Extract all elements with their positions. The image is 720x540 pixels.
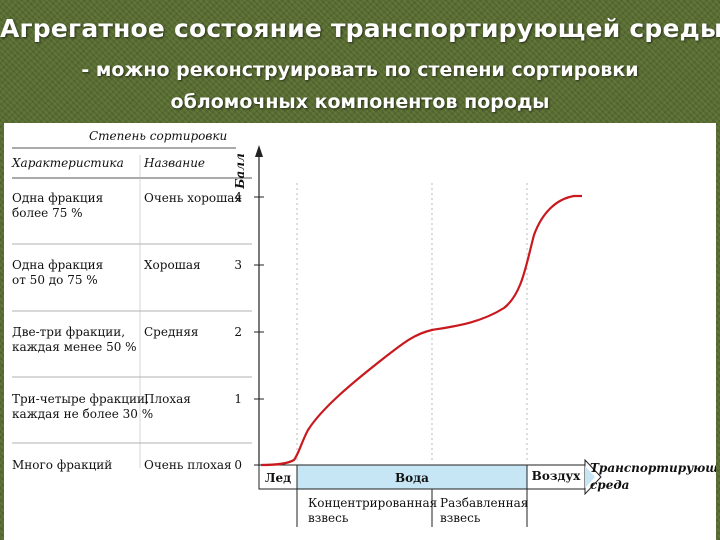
score-label: 2 [234, 325, 242, 339]
column-header-characteristic: Характеристика [11, 156, 124, 170]
row-name: Плохая [144, 392, 191, 406]
table-row: Две-три фракции, каждая менее 50 % Средн… [12, 325, 199, 354]
slide-subtitle: - можно реконструировать по степени сорт… [0, 54, 720, 118]
score-label: 3 [234, 258, 242, 272]
diagram-panel: Степень сортировки Характеристика Назван… [4, 123, 716, 540]
row-name: Очень хорошая [144, 191, 242, 205]
x-axis-arrow-fill [585, 466, 595, 488]
y-axis-arrow [255, 145, 263, 157]
row-characteristic-1: Две-три фракции, [12, 325, 125, 339]
sorting-curve [260, 194, 582, 467]
row-characteristic-1: Одна фракция [12, 258, 103, 272]
row-characteristic-1: Одна фракция [12, 191, 103, 205]
row-name: Очень плохая [144, 458, 232, 472]
water-sub-diluted-2: взвесь [440, 511, 481, 525]
table-row: Три-четыре фракции, каждая не более 30 %… [12, 392, 191, 421]
score-label: 1 [234, 392, 242, 406]
media-ice-label: Лед [265, 471, 291, 485]
water-sub-diluted-1: Разбавленная [440, 496, 528, 510]
water-sub-concentrated-2: взвесь [308, 511, 349, 525]
subtitle-line-1: - можно реконструировать по степени сорт… [81, 59, 639, 81]
row-characteristic-1: Много фракций [12, 458, 112, 472]
y-axis-label: Балл [233, 153, 247, 190]
x-axis-label-line-1: Транспортирующая [590, 461, 716, 475]
x-axis-label-line-2: среда [590, 478, 629, 492]
score-label: 0 [234, 458, 242, 472]
table-row: Много фракций Очень плохая [12, 458, 232, 472]
media-air-cell [526, 464, 586, 490]
score-label: 4 [234, 190, 242, 204]
row-characteristic-1: Три-четыре фракции, [12, 392, 149, 406]
row-name: Хорошая [144, 258, 201, 272]
media-air-label: Воздух [532, 469, 581, 483]
table-title: Степень сортировки [89, 129, 227, 143]
row-characteristic-2: каждая не более 30 % [12, 407, 153, 421]
slide-title: Агрегатное состояние транспортирующей ср… [0, 14, 720, 43]
row-name: Средняя [144, 325, 199, 339]
row-characteristic-2: более 75 % [12, 206, 83, 220]
row-characteristic-2: каждая менее 50 % [12, 340, 137, 354]
sorting-diagram: Степень сортировки Характеристика Назван… [11, 129, 716, 527]
row-characteristic-2: от 50 до 75 % [12, 273, 98, 287]
media-ice-cell [258, 464, 298, 490]
transport-media-band: Лед Вода Воздух [258, 458, 602, 496]
table-row: Одна фракция от 50 до 75 % Хорошая [12, 258, 201, 287]
subtitle-line-2: обломочных компонентов породы [170, 91, 550, 113]
water-sub-concentrated-1: Концентрированная [308, 496, 437, 510]
table-row: Одна фракция более 75 % Очень хорошая [12, 191, 242, 220]
media-water-label: Вода [395, 471, 429, 485]
column-header-name: Название [143, 156, 205, 170]
